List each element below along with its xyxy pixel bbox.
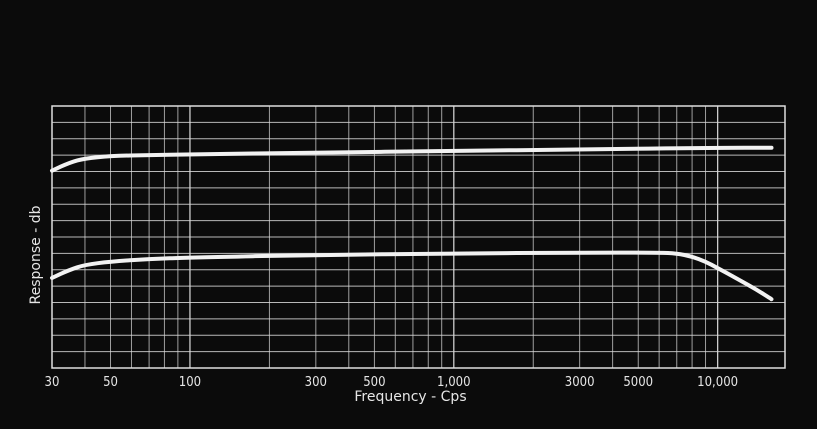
- x-tick-label: 500: [363, 375, 385, 390]
- x-tick-label: 5000: [623, 375, 653, 390]
- x-tick-label: 30: [45, 375, 60, 390]
- x-axis-label: Frequency - Cps: [354, 389, 466, 405]
- x-tick-labels: 30 50 100 300 500 1,000 3000 5000 10,000: [45, 375, 739, 390]
- curves: [50, 145, 774, 302]
- plot-frame: [51, 105, 786, 369]
- x-tick-label: 50: [103, 375, 118, 390]
- x-tick-label: 10,000: [697, 375, 738, 390]
- y-axis-label: Response - db: [28, 205, 44, 304]
- x-tick-label: 3000: [565, 375, 595, 390]
- response-curve-2: [50, 250, 774, 302]
- x-tick-label: 1,000: [437, 375, 470, 390]
- response-curve-1: [50, 145, 774, 173]
- x-tick-label: 100: [179, 375, 201, 390]
- grid: [52, 105, 785, 369]
- x-tick-label: 300: [305, 375, 327, 390]
